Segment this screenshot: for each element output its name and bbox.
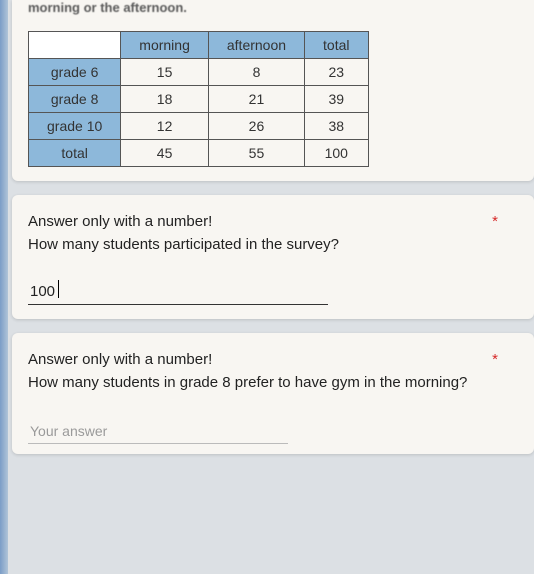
required-icon: * — [492, 351, 498, 368]
table-row: grade 10 12 26 38 — [29, 113, 369, 140]
row-label: grade 10 — [29, 113, 121, 140]
table-card: morning or the afternoon. morning aftern… — [12, 0, 534, 181]
data-table: morning afternoon total grade 6 15 8 23 … — [28, 31, 369, 167]
q1-question: How many students participated in the su… — [28, 236, 518, 253]
q1-hint: Answer only with a number! * — [28, 213, 518, 230]
q2-hint: Answer only with a number! * — [28, 351, 518, 368]
q2-answer-input[interactable] — [28, 419, 288, 444]
table-row: grade 8 18 21 39 — [29, 86, 369, 113]
question-2-card: Answer only with a number! * How many st… — [12, 333, 534, 454]
header-morning: morning — [121, 32, 209, 59]
text-cursor-icon — [58, 280, 59, 298]
cell: 21 — [208, 86, 304, 113]
q2-hint-text: Answer only with a number! — [28, 351, 212, 368]
page-left-edge — [0, 0, 8, 574]
cell: 55 — [208, 140, 304, 167]
cell: 100 — [305, 140, 368, 167]
cell: 8 — [208, 59, 304, 86]
header-total: total — [305, 32, 368, 59]
row-label: grade 6 — [29, 59, 121, 86]
header-blank — [29, 32, 121, 59]
cell: 39 — [305, 86, 368, 113]
intro-text: morning or the afternoon. — [28, 0, 518, 15]
cell: 45 — [121, 140, 209, 167]
cell: 18 — [121, 86, 209, 113]
header-afternoon: afternoon — [208, 32, 304, 59]
table-header-row: morning afternoon total — [29, 32, 369, 59]
cell: 38 — [305, 113, 368, 140]
question-1-card: Answer only with a number! * How many st… — [12, 195, 534, 319]
cell: 23 — [305, 59, 368, 86]
required-icon: * — [492, 213, 498, 230]
q1-answer-input[interactable] — [28, 279, 328, 305]
q1-hint-text: Answer only with a number! — [28, 213, 212, 230]
row-label: total — [29, 140, 121, 167]
table-row: grade 6 15 8 23 — [29, 59, 369, 86]
q2-question: How many students in grade 8 prefer to h… — [28, 374, 518, 391]
q1-answer-wrap — [28, 279, 328, 305]
cell: 12 — [121, 113, 209, 140]
table-row: total 45 55 100 — [29, 140, 369, 167]
cell: 15 — [121, 59, 209, 86]
cell: 26 — [208, 113, 304, 140]
row-label: grade 8 — [29, 86, 121, 113]
